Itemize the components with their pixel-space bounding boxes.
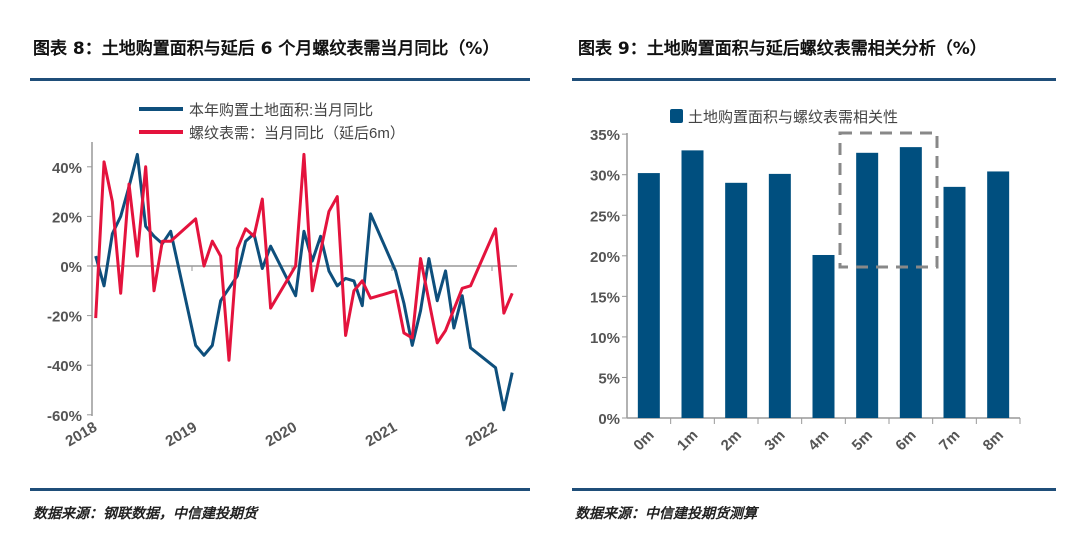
left-top-rule — [30, 78, 530, 81]
right-y-tick-label: 20% — [590, 249, 620, 266]
right-x-tick-label: 5m — [849, 427, 876, 454]
bar-3m — [768, 173, 791, 418]
series-line-rebar-demand — [94, 152, 514, 362]
bar-1m — [681, 150, 704, 418]
bar-7m — [943, 186, 966, 418]
left-x-tick-label: 2022 — [463, 419, 500, 450]
left-y-tick-label: -40% — [47, 358, 82, 375]
left-chart-title: 图表 8：土地购置面积与延后 6 个月螺纹表需当月同比（%） — [33, 39, 500, 59]
left-y-tick-label: 20% — [52, 209, 82, 226]
right-x-tick-label: 3m — [761, 427, 788, 454]
left-y-tick-label: 0% — [60, 259, 82, 276]
right-x-tick-label: 8m — [980, 427, 1007, 454]
left-x-tick-label: 2020 — [263, 419, 300, 450]
right-bottom-rule — [572, 488, 1056, 491]
right-x-tick-label: 0m — [630, 427, 657, 454]
right-y-tick-label: 15% — [590, 289, 620, 306]
legend-label: 土地购置面积与螺纹表需相关性 — [688, 109, 898, 126]
right-y-tick-label: 0% — [598, 411, 620, 428]
legend-label: 本年购置土地面积:当月同比 — [189, 102, 373, 119]
right-y-tick-label: 25% — [590, 208, 620, 225]
left-y-tick-label: -20% — [47, 309, 82, 326]
legend-label: 螺纹表需：当月同比（延后6m） — [189, 125, 405, 142]
bar-8m — [987, 171, 1010, 418]
highlight-dashed-box — [838, 131, 939, 269]
legend-swatch — [670, 109, 683, 123]
right-x-tick-label: 4m — [805, 427, 832, 454]
bar-2m — [725, 182, 748, 418]
right-x-tick-label: 6m — [892, 427, 919, 454]
bar-6m — [899, 147, 922, 418]
left-y-tick-label: 40% — [52, 160, 82, 177]
bar-5m — [856, 152, 879, 419]
left-source: 数据来源：钢联数据，中信建投期货 — [33, 506, 257, 522]
right-source: 数据来源：中信建投期货测算 — [575, 506, 757, 522]
right-y-tick-label: 30% — [590, 168, 620, 185]
bar-0m — [637, 173, 660, 418]
right-x-tick-label: 7m — [936, 427, 963, 454]
bar-4m — [812, 254, 835, 418]
right-y-tick-label: 35% — [590, 127, 620, 144]
left-bottom-rule — [30, 488, 530, 491]
right-x-tick-label: 2m — [718, 427, 745, 454]
right-y-tick-label: 5% — [598, 370, 620, 387]
left-x-tick-label: 2021 — [363, 419, 400, 450]
right-y-tick-label: 10% — [590, 330, 620, 347]
left-x-tick-label: 2019 — [163, 419, 200, 450]
series-line-land-purchase — [94, 152, 514, 412]
left-y-tick-label: -60% — [47, 408, 82, 425]
right-x-tick-label: 1m — [674, 427, 701, 454]
right-top-rule — [572, 78, 1056, 81]
right-chart-title: 图表 9：土地购置面积与延后螺纹表需相关分析（%） — [578, 39, 987, 59]
